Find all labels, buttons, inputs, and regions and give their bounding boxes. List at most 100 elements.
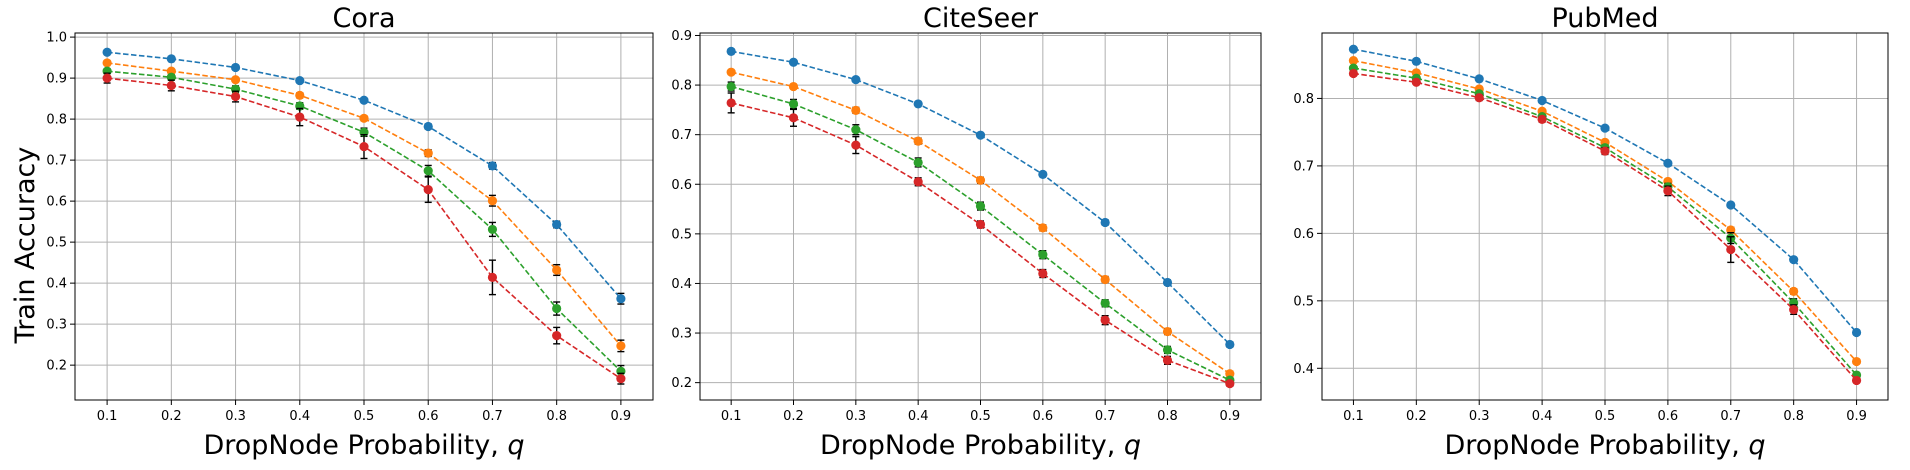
data-point [1789,255,1799,265]
x-tick-label: 0.1 [1343,409,1364,424]
data-point [1474,93,1484,103]
axes-frame [699,32,1262,401]
x-tick-label: 0.6 [1658,409,1679,424]
y-axis-label: Train Accuracy [10,147,41,345]
series-4 [726,92,1235,389]
data-point [295,90,305,100]
axes-frame [74,32,654,401]
x-tick-label: 0.4 [908,409,929,424]
data-point [788,113,799,123]
y-tick-label: 0.5 [671,227,692,242]
data-point [552,265,562,275]
data-point [726,46,736,56]
data-point [1851,375,1862,386]
data-point [975,175,986,185]
x-axis-label-variable: q [1124,430,1141,461]
data-point [1225,369,1235,379]
y-tick-label: 0.8 [671,79,692,94]
axes-frame [1321,32,1889,401]
data-point [1162,277,1173,288]
y-tick-label: 0.7 [46,154,67,169]
panel-title: CiteSeer [923,3,1039,34]
data-point [102,73,112,83]
y-tick-label: 0.3 [46,318,67,333]
data-point [1663,158,1673,168]
x-tick-label: 0.5 [354,409,375,424]
data-point [487,196,498,206]
data-point [423,148,433,158]
x-tick-label: 0.4 [289,409,310,424]
data-point [616,294,626,304]
data-point [102,47,112,57]
data-point [423,121,433,132]
data-point [1038,250,1048,260]
series-2 [726,67,1235,379]
data-point [851,140,861,150]
panel-title: PubMed [1551,3,1658,34]
data-point [1100,274,1110,285]
data-point [487,272,498,282]
data-point [1038,268,1048,279]
x-axis-label: DropNode Probability, q [820,430,1141,461]
panel-title: Cora [332,3,395,34]
data-point [851,105,861,115]
x-tick-label: 0.5 [970,409,991,424]
y-tick-label: 0.7 [1293,159,1314,174]
x-axis-label: DropNode Probability, q [1444,430,1765,461]
x-tick-label: 0.8 [1783,409,1804,424]
data-point [1851,327,1862,338]
data-point [1348,56,1359,66]
data-point [1537,95,1547,106]
x-tick-label: 0.9 [1846,409,1867,424]
y-tick-label: 1.0 [46,31,67,46]
series-1 [102,47,626,305]
data-point [1663,186,1673,196]
x-tick-label: 0.3 [225,409,246,424]
x-axis-label-text: DropNode Probability, [820,430,1124,461]
data-point [295,112,305,122]
data-point [359,141,369,152]
data-point [726,98,736,108]
x-tick-label: 0.4 [1532,409,1553,424]
x-tick-label: 0.9 [1219,409,1240,424]
data-point [1851,356,1862,367]
y-tick-label: 0.8 [1293,92,1314,107]
data-point [1038,223,1048,233]
data-point [616,374,626,384]
y-tick-label: 0.6 [1293,227,1314,242]
x-tick-label: 0.2 [783,409,804,424]
data-point [851,75,861,85]
y-tick-label: 0.4 [671,277,692,292]
y-tick-label: 0.5 [46,236,67,251]
data-point [1789,286,1799,296]
data-point [552,219,562,230]
panels: 0.1 0.2 0.3 0.4 0.5 0.6 0.7 0.8 0.9 0.2 0.3 0.4 0.5 0… [46,3,1889,461]
x-tick-label: 0.1 [97,409,118,424]
data-point [913,157,923,168]
y-tick-label: 0.8 [46,113,67,128]
data-point [1726,244,1736,255]
data-point [552,331,562,341]
panel-pubmed: 0.1 0.2 0.3 0.4 0.5 0.6 0.7 0.8 0.9 0.4 0.5 0.6 0.7 0… [1293,3,1889,461]
x-axis-label-variable: q [507,430,524,461]
data-point [1100,298,1110,308]
data-point [423,166,433,176]
data-point [726,81,736,92]
y-tick-label: 0.4 [1293,362,1314,377]
data-point [975,201,986,211]
data-point [1726,200,1736,210]
x-tick-label: 0.6 [1032,409,1053,424]
series-1 [726,46,1235,350]
series-line [107,51,622,300]
data-point [359,95,369,105]
data-point [788,57,799,67]
y-tick-label: 0.2 [671,376,692,391]
data-point [616,341,626,351]
data-point [1100,315,1110,325]
x-tick-label: 0.7 [1720,409,1741,424]
data-point [1789,304,1799,315]
x-tick-label: 0.8 [1157,409,1178,424]
data-point [230,62,241,73]
x-tick-label: 0.6 [418,409,439,424]
